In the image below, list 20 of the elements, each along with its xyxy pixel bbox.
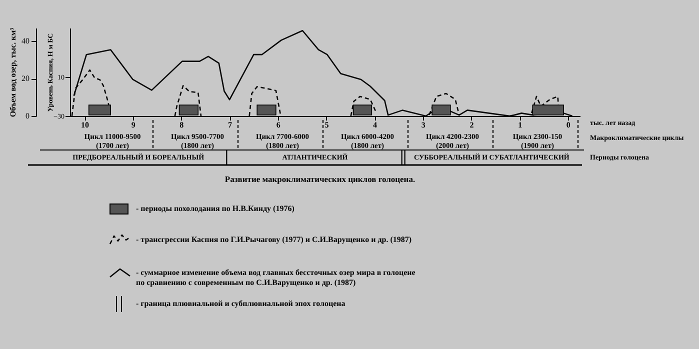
y-axis-title: Объем вод озер, тыс. км³ — [8, 27, 18, 118]
x-tick-label: 3 — [421, 120, 426, 130]
x-tick-label: 5 — [324, 120, 329, 130]
text: Развитие макроклиматических циклов голоцена. — [224, 174, 416, 184]
y-tick-label: 40 — [22, 36, 30, 46]
x-tick-label: 2 — [470, 120, 474, 130]
x-tick-label: 0 — [566, 120, 570, 130]
x-tick-label: 8 — [180, 120, 184, 130]
x-tick-label: 6 — [276, 120, 280, 130]
x-tick-label: 10 — [81, 120, 89, 130]
x-tick-label: 9 — [131, 120, 136, 130]
legend-label: - трансгрессии Каспия по Г.И.Рычагову (1977) и С.И.Варущенко и др. (1987) — [136, 235, 412, 244]
y-tick-label: 20 — [22, 74, 30, 84]
x-tick-label: 4 — [373, 120, 378, 130]
text: - граница плювиальной и субплювиальной эпох голоцена — [136, 299, 346, 308]
legend-label: - суммарное изменение объема вод главных бессточных озер мира в голоцене по сравнению с современным по С.И.Варущенко и др. (1987) — [136, 268, 416, 287]
y-tick-label: 0 — [26, 112, 30, 120]
legend-label: - периоды похолодания по Н.В.Кинду (1976) — [136, 204, 295, 213]
x-tick-label: 1 — [518, 120, 522, 130]
x-tick-label: 7 — [228, 120, 232, 130]
